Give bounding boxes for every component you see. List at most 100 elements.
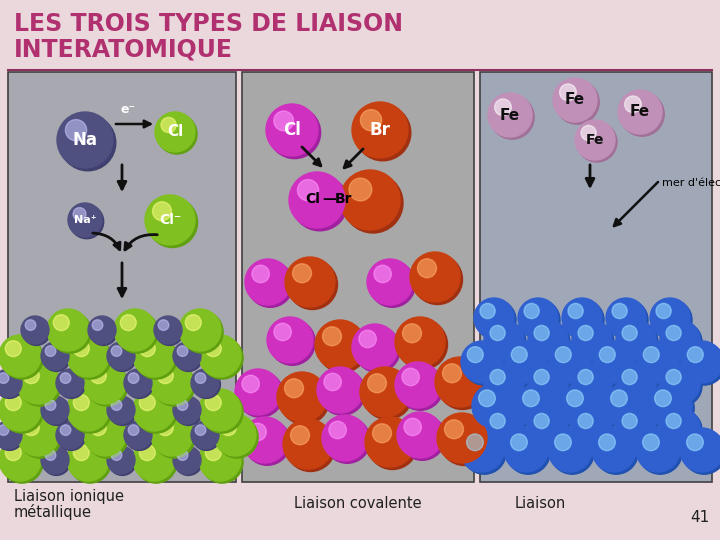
Circle shape [199, 335, 241, 377]
Circle shape [666, 369, 681, 384]
Circle shape [593, 341, 635, 383]
Circle shape [354, 326, 400, 372]
Circle shape [564, 300, 604, 340]
Circle shape [220, 420, 236, 436]
Circle shape [606, 298, 646, 338]
Circle shape [413, 254, 462, 305]
FancyBboxPatch shape [480, 72, 712, 482]
Circle shape [486, 322, 526, 362]
Circle shape [524, 303, 539, 319]
Circle shape [652, 300, 692, 340]
Circle shape [139, 444, 156, 461]
Circle shape [191, 421, 219, 449]
Circle shape [90, 368, 107, 383]
Circle shape [286, 422, 336, 471]
Circle shape [5, 341, 22, 356]
Text: 41: 41 [690, 510, 710, 525]
Circle shape [125, 422, 153, 450]
Circle shape [153, 202, 171, 221]
Circle shape [355, 105, 411, 161]
Circle shape [60, 115, 116, 171]
Circle shape [58, 370, 86, 399]
Circle shape [49, 311, 91, 353]
Text: Liaison covalente: Liaison covalente [294, 496, 422, 511]
Circle shape [435, 357, 485, 407]
Circle shape [128, 373, 139, 383]
Circle shape [42, 343, 71, 372]
Circle shape [205, 444, 221, 461]
Circle shape [444, 420, 464, 438]
Circle shape [235, 369, 281, 415]
Circle shape [116, 311, 158, 353]
FancyBboxPatch shape [8, 72, 236, 482]
FancyBboxPatch shape [242, 72, 474, 482]
Circle shape [662, 366, 702, 406]
Circle shape [154, 316, 182, 344]
Circle shape [654, 390, 671, 407]
Circle shape [205, 395, 221, 410]
Circle shape [324, 373, 341, 391]
Circle shape [592, 428, 636, 472]
Circle shape [88, 316, 116, 344]
Circle shape [67, 389, 109, 431]
Circle shape [439, 415, 490, 465]
Circle shape [216, 416, 258, 458]
Circle shape [297, 180, 319, 201]
Circle shape [530, 410, 570, 450]
Circle shape [201, 391, 243, 433]
Circle shape [70, 205, 104, 239]
Circle shape [594, 430, 638, 474]
Circle shape [114, 309, 156, 351]
Circle shape [205, 341, 221, 356]
Circle shape [683, 343, 720, 385]
Circle shape [195, 373, 206, 383]
Circle shape [618, 410, 658, 450]
Circle shape [128, 425, 139, 435]
Circle shape [173, 342, 201, 370]
Circle shape [133, 335, 175, 377]
Circle shape [462, 430, 506, 474]
Circle shape [367, 259, 413, 305]
Circle shape [283, 419, 333, 469]
Circle shape [153, 416, 195, 458]
Circle shape [289, 172, 345, 228]
Circle shape [505, 341, 547, 383]
Circle shape [252, 265, 269, 283]
Circle shape [0, 421, 22, 449]
Circle shape [404, 418, 421, 436]
Circle shape [528, 364, 568, 404]
Circle shape [292, 264, 312, 283]
Circle shape [135, 391, 177, 433]
Circle shape [438, 360, 487, 409]
Circle shape [86, 364, 128, 406]
Circle shape [1, 391, 43, 433]
Circle shape [5, 444, 22, 461]
Circle shape [125, 370, 153, 399]
Circle shape [86, 416, 128, 458]
Circle shape [92, 320, 103, 330]
Text: Br: Br [335, 192, 353, 206]
Circle shape [581, 125, 596, 140]
Circle shape [42, 397, 71, 426]
Circle shape [620, 92, 665, 136]
Circle shape [157, 114, 197, 154]
Circle shape [397, 364, 444, 410]
Circle shape [56, 421, 84, 449]
Circle shape [279, 375, 330, 424]
Circle shape [124, 369, 152, 397]
Circle shape [177, 400, 188, 410]
Circle shape [173, 446, 201, 474]
Circle shape [660, 320, 700, 360]
Circle shape [41, 396, 69, 424]
Circle shape [174, 343, 202, 372]
Circle shape [133, 389, 175, 431]
Circle shape [5, 395, 22, 410]
Circle shape [490, 95, 534, 139]
Circle shape [319, 369, 365, 415]
Circle shape [67, 335, 109, 377]
Circle shape [666, 326, 681, 341]
Circle shape [269, 106, 320, 159]
Circle shape [329, 421, 346, 438]
Circle shape [461, 341, 503, 383]
Circle shape [0, 369, 22, 397]
